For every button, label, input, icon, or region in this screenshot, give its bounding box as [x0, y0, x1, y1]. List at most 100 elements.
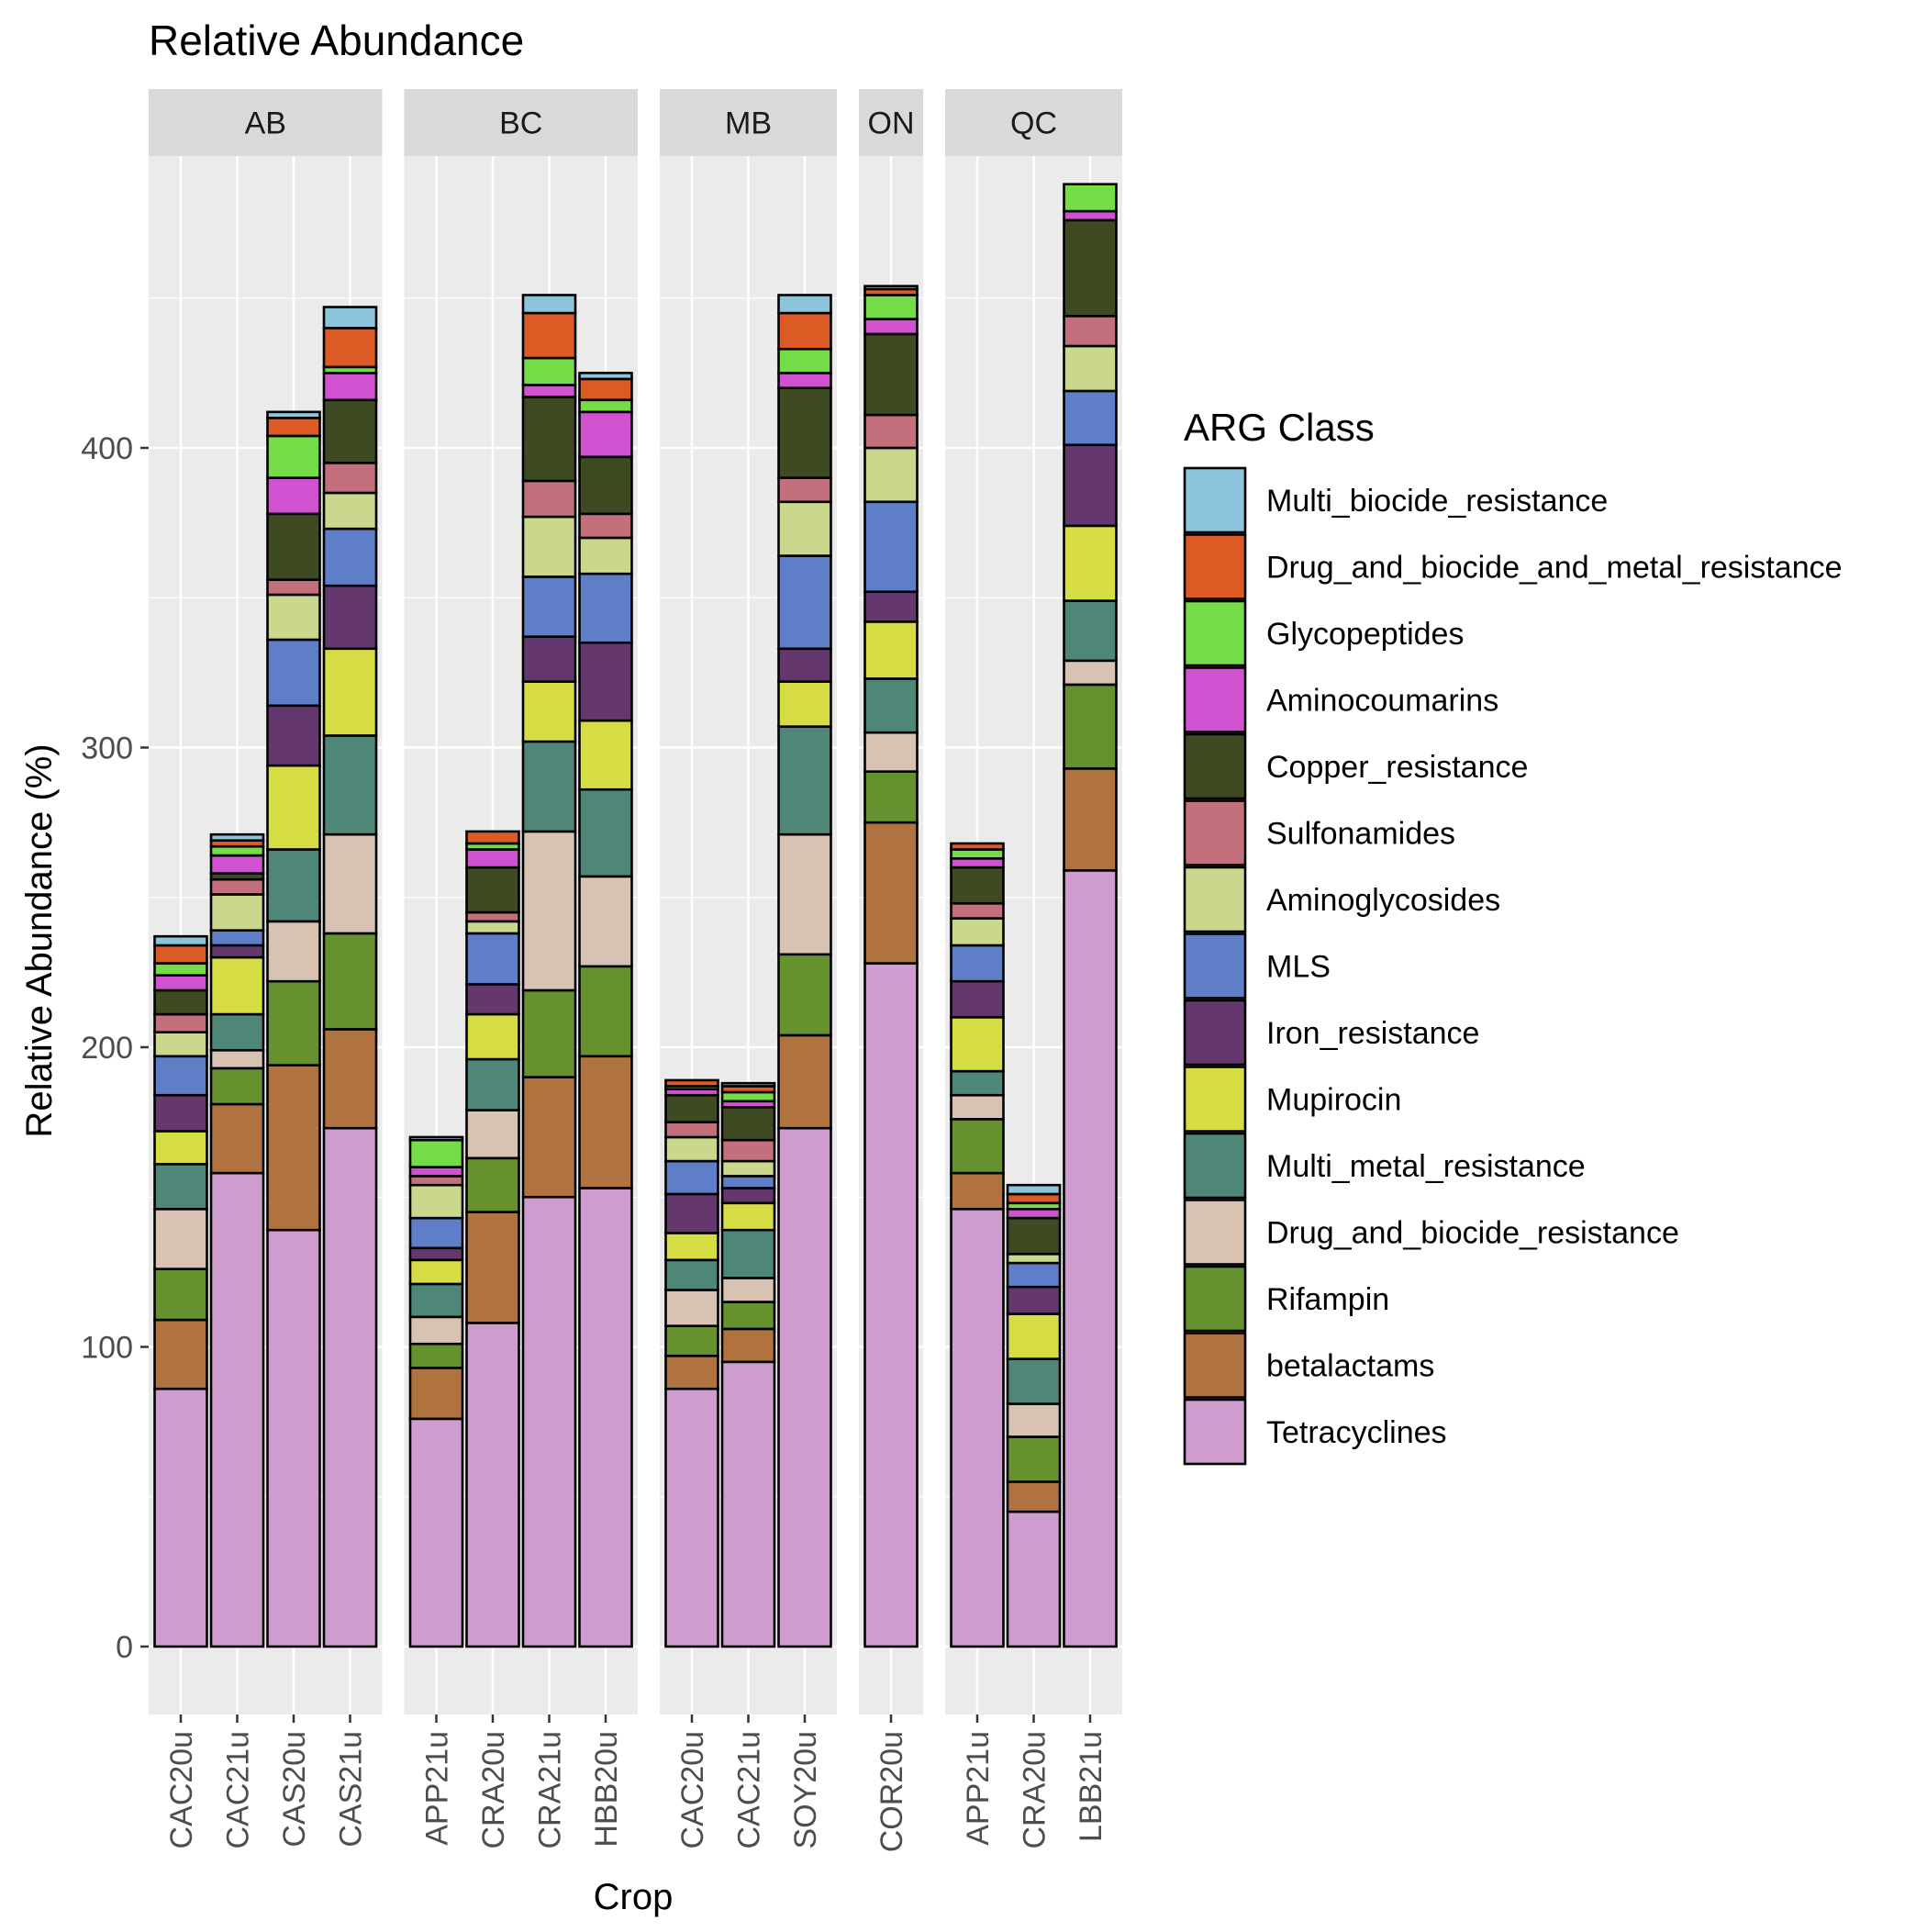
bar-segment-rifampin — [322, 932, 378, 1031]
bar-segment-iron-resistance — [266, 704, 321, 767]
bar-segment-aminocoumarins — [465, 848, 520, 869]
bar-segment-multi-biocide-resistance — [322, 306, 378, 329]
bar-segment-iron-resistance — [950, 979, 1005, 1019]
bar-segment-aminoglycosides — [777, 500, 832, 557]
bar-segment-tetracyclines — [153, 1387, 208, 1648]
bar-segment-copper-resistance — [465, 865, 520, 914]
bar-segment-multi-metal-resistance — [1063, 599, 1118, 663]
bar-segment-drug-and-biocide-and-metal-resistance — [1006, 1192, 1062, 1205]
bar-segment-iron-resistance — [322, 584, 378, 651]
x-tick-label: APP21u — [420, 1731, 455, 1846]
bar-segment-betalactams — [465, 1211, 520, 1324]
x-tick-label: HBB20u — [589, 1731, 624, 1848]
bar-segment-mls — [209, 929, 265, 947]
bar-segment-multi-metal-resistance — [863, 677, 919, 734]
bar-segment-tetracyclines — [720, 1360, 776, 1648]
bar-segment-drug-and-biocide-and-metal-resistance — [664, 1078, 719, 1088]
bar-segment-copper-resistance — [720, 1106, 776, 1142]
bar-segment-mls — [863, 500, 919, 594]
bar-segment-rifampin — [720, 1301, 776, 1331]
bar-segment-mls — [465, 932, 520, 986]
bar-segment-betalactams — [153, 1318, 208, 1390]
legend-label: Aminoglycosides — [1266, 883, 1500, 918]
bar-segment-tetracyclines — [1006, 1510, 1062, 1648]
legend-label: Aminocoumarins — [1266, 684, 1498, 719]
bar-segment-glycopeptides — [521, 356, 577, 386]
bar-segment-drug-and-biocide-resistance — [408, 1315, 464, 1346]
bar-segment-mupirocin — [863, 620, 919, 680]
bar-segment-iron-resistance — [1063, 443, 1118, 528]
bar-segment-multi-biocide-resistance — [209, 832, 265, 843]
legend-label: Copper_resistance — [1266, 750, 1528, 785]
bar-segment-multi-metal-resistance — [950, 1069, 1005, 1097]
stacked-bar-app21u — [408, 1135, 464, 1648]
stacked-bar-cac21u — [209, 832, 265, 1648]
legend-label: Multi_biocide_resistance — [1266, 484, 1608, 519]
bar-segment-betalactams — [322, 1028, 378, 1130]
bar-segment-mls — [408, 1216, 464, 1250]
x-tick-label: CRA20u — [1018, 1731, 1053, 1849]
legend-label: Sulfonamides — [1266, 817, 1455, 852]
bar-segment-aminoglycosides — [720, 1159, 776, 1178]
bar-segment-copper-resistance — [266, 512, 321, 581]
legend-key-copper-resistance — [1183, 732, 1247, 800]
bar-segment-aminocoumarins — [266, 476, 321, 516]
bar-segment-mls — [153, 1055, 208, 1097]
facet-strip-label: ON — [868, 106, 915, 141]
bar-segment-iron-resistance — [777, 647, 832, 683]
bar-segment-glycopeptides — [153, 962, 208, 977]
bar-segment-tetracyclines — [664, 1387, 719, 1648]
legend-label: Tetracyclines — [1266, 1415, 1447, 1450]
bar-segment-aminoglycosides — [1006, 1252, 1062, 1265]
bar-segment-tetracyclines — [578, 1187, 633, 1648]
bar-segment-tetracyclines — [209, 1171, 265, 1648]
bar-segment-mupirocin — [777, 680, 832, 728]
bar-segment-mupirocin — [209, 955, 265, 1016]
bar-segment-mls — [950, 944, 1005, 983]
stacked-bar-cac20u — [664, 1078, 719, 1648]
bar-segment-drug-and-biocide-resistance — [777, 832, 832, 956]
bar-segment-drug-and-biocide-resistance — [720, 1277, 776, 1303]
bar-segment-aminoglycosides — [950, 917, 1005, 947]
x-tick-label: CAS20u — [277, 1731, 312, 1848]
bar-segment-mupirocin — [408, 1258, 464, 1286]
bar-segment-mupirocin — [465, 1012, 520, 1061]
bar-segment-tetracyclines — [950, 1208, 1005, 1648]
bar-segment-drug-and-biocide-and-metal-resistance — [266, 417, 321, 438]
bar-segment-betalactams — [408, 1367, 464, 1421]
stacked-bar-hbb20u — [578, 372, 633, 1648]
x-tick-label: CRA20u — [476, 1731, 511, 1849]
facet-panel-qc: QC APP21u CRA20u LBB21u — [945, 89, 1122, 1849]
bar-segment-iron-resistance — [863, 590, 919, 623]
bar-segment-aminoglycosides — [322, 491, 378, 530]
stacked-bar-app21u — [950, 842, 1005, 1648]
bar-segment-aminoglycosides — [863, 446, 919, 504]
legend-label: Drug_and_biocide_resistance — [1266, 1216, 1679, 1251]
bar-segment-iron-resistance — [521, 635, 577, 683]
bar-segment-aminocoumarins — [863, 318, 919, 336]
y-tick-label: 300 — [81, 731, 133, 766]
plot-area: AB CAC20u CAC21u CAS20u CAS21u BC APP21u CRA20u… — [81, 89, 1122, 1852]
bar-segment-aminoglycosides — [521, 515, 577, 578]
legend-label: Drug_and_biocide_and_metal_resistance — [1266, 551, 1843, 586]
bar-segment-aminoglycosides — [266, 593, 321, 642]
stacked-bar-cas20u — [266, 410, 321, 1648]
legend-key-iron-resistance — [1183, 999, 1247, 1067]
bar-segment-multi-metal-resistance — [521, 740, 577, 833]
bar-segment-drug-and-biocide-and-metal-resistance — [777, 311, 832, 351]
bar-segment-copper-resistance — [578, 455, 633, 516]
y-tick-label: 400 — [81, 431, 133, 466]
bar-segment-rifampin — [408, 1342, 464, 1369]
bar-segment-multi-metal-resistance — [209, 1012, 265, 1052]
bar-segment-rifampin — [153, 1268, 208, 1322]
facet-panel-ab: AB CAC20u CAC21u CAS20u CAS21u — [149, 89, 383, 1849]
bar-segment-aminoglycosides — [153, 1031, 208, 1058]
bar-segment-rifampin — [266, 979, 321, 1067]
bar-segment-copper-resistance — [777, 386, 832, 479]
bar-segment-tetracyclines — [408, 1417, 464, 1648]
bar-segment-aminocoumarins — [322, 372, 378, 402]
bar-segment-drug-and-biocide-resistance — [950, 1093, 1005, 1121]
x-tick-label: CRA21u — [533, 1731, 568, 1849]
bar-segment-glycopeptides — [408, 1138, 464, 1168]
chart-title: Relative Abundance — [149, 17, 524, 64]
